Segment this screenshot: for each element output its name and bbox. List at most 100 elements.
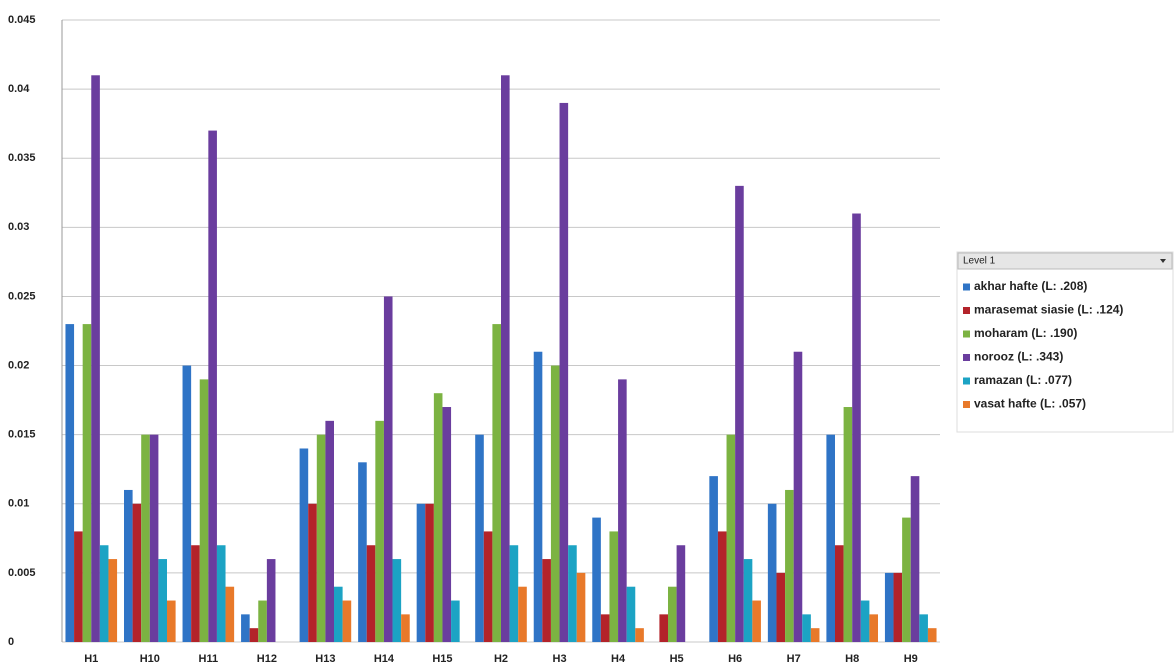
bar <box>451 600 460 642</box>
bar <box>835 545 844 642</box>
legend-label: norooz (L: .343) <box>974 350 1063 364</box>
bar <box>299 448 309 642</box>
bar <box>576 572 586 642</box>
y-tick-label: 0 <box>8 636 14 648</box>
bar <box>626 586 636 642</box>
x-tick-label: H11 <box>199 653 219 665</box>
x-tick-label: H14 <box>374 653 395 665</box>
bar <box>550 365 560 642</box>
bar <box>442 407 452 642</box>
y-tick-label: 0.015 <box>8 429 36 441</box>
bar <box>533 351 543 642</box>
bar <box>592 517 601 642</box>
y-tick-label: 0.02 <box>8 359 29 371</box>
bar <box>568 545 577 642</box>
bar <box>483 531 493 642</box>
bar <box>358 462 367 642</box>
bar <box>802 614 811 642</box>
y-tick-label: 0.045 <box>8 14 36 26</box>
bar <box>910 476 920 642</box>
bar <box>99 545 109 642</box>
bar <box>199 379 209 642</box>
dropdown-arrow <box>1160 259 1166 263</box>
bar <box>869 614 878 642</box>
bar <box>124 489 133 642</box>
bar <box>884 572 894 642</box>
legend-header[interactable] <box>957 252 1173 270</box>
x-tick-label: H3 <box>553 653 567 665</box>
bar <box>475 434 484 642</box>
bar <box>91 75 100 643</box>
bar <box>334 586 343 642</box>
bar <box>902 517 911 642</box>
bar <box>852 213 861 642</box>
bar <box>158 559 167 642</box>
x-tick-label: H4 <box>611 653 626 665</box>
bar <box>542 559 551 642</box>
bar <box>433 393 443 642</box>
bar <box>743 559 753 642</box>
bar <box>843 407 853 642</box>
bar <box>82 324 92 642</box>
legend-label: marasemat siasie (L: .124) <box>974 303 1123 317</box>
bar <box>65 324 75 642</box>
legend-box <box>956 251 1174 433</box>
x-tick-label: H8 <box>845 653 859 665</box>
x-tick-label: H13 <box>315 653 335 665</box>
bar <box>501 75 510 643</box>
y-tick-label: 0.03 <box>8 221 29 233</box>
bar <box>225 586 235 642</box>
y-tick-label: 0.005 <box>8 567 36 579</box>
bar <box>609 531 619 642</box>
bar <box>735 185 744 642</box>
bar <box>785 489 794 642</box>
legend-title: Level 1 <box>963 256 996 267</box>
bar <box>600 614 610 642</box>
legend-swatch <box>963 377 970 385</box>
bar <box>182 365 192 642</box>
legend-label: vasat hafte (L: .057) <box>974 397 1086 411</box>
bar <box>249 628 259 642</box>
bar <box>216 545 226 642</box>
bar <box>810 628 820 642</box>
legend-swatch <box>963 283 970 291</box>
bar <box>383 296 393 642</box>
bar <box>132 503 142 642</box>
bar <box>258 600 267 642</box>
legend-label: moharam (L: .190) <box>974 326 1077 340</box>
bar <box>793 351 803 642</box>
legend-swatch <box>963 330 970 338</box>
legend-swatch <box>963 307 970 314</box>
bar <box>375 420 384 642</box>
bar <box>618 379 627 642</box>
bar <box>726 434 736 642</box>
y-tick-label: 0.035 <box>8 152 36 164</box>
x-tick-label: H6 <box>728 653 742 665</box>
bar <box>266 559 276 642</box>
bar <box>668 586 677 642</box>
x-tick-label: H1 <box>84 653 98 665</box>
legend-label: ramazan (L: .077) <box>974 373 1072 387</box>
bar <box>167 600 176 642</box>
y-tick-label: 0.025 <box>8 290 36 302</box>
x-tick-label: H10 <box>140 653 160 665</box>
bar <box>416 503 426 642</box>
x-tick-label: H15 <box>432 653 452 665</box>
bar <box>927 628 937 642</box>
bar <box>826 434 835 642</box>
bar <box>518 586 527 642</box>
bar <box>776 572 786 642</box>
bar <box>509 545 519 642</box>
bar <box>316 434 326 642</box>
bar <box>425 503 434 642</box>
bar <box>559 102 569 642</box>
x-tick-label: H7 <box>787 653 801 665</box>
bar <box>659 614 668 642</box>
bar <box>308 503 317 642</box>
legend-swatch <box>963 401 970 408</box>
legend-label: akhar hafte (L: .208) <box>974 279 1087 293</box>
x-tick-label: H2 <box>494 653 508 665</box>
bar <box>208 130 217 643</box>
bar <box>241 614 250 642</box>
